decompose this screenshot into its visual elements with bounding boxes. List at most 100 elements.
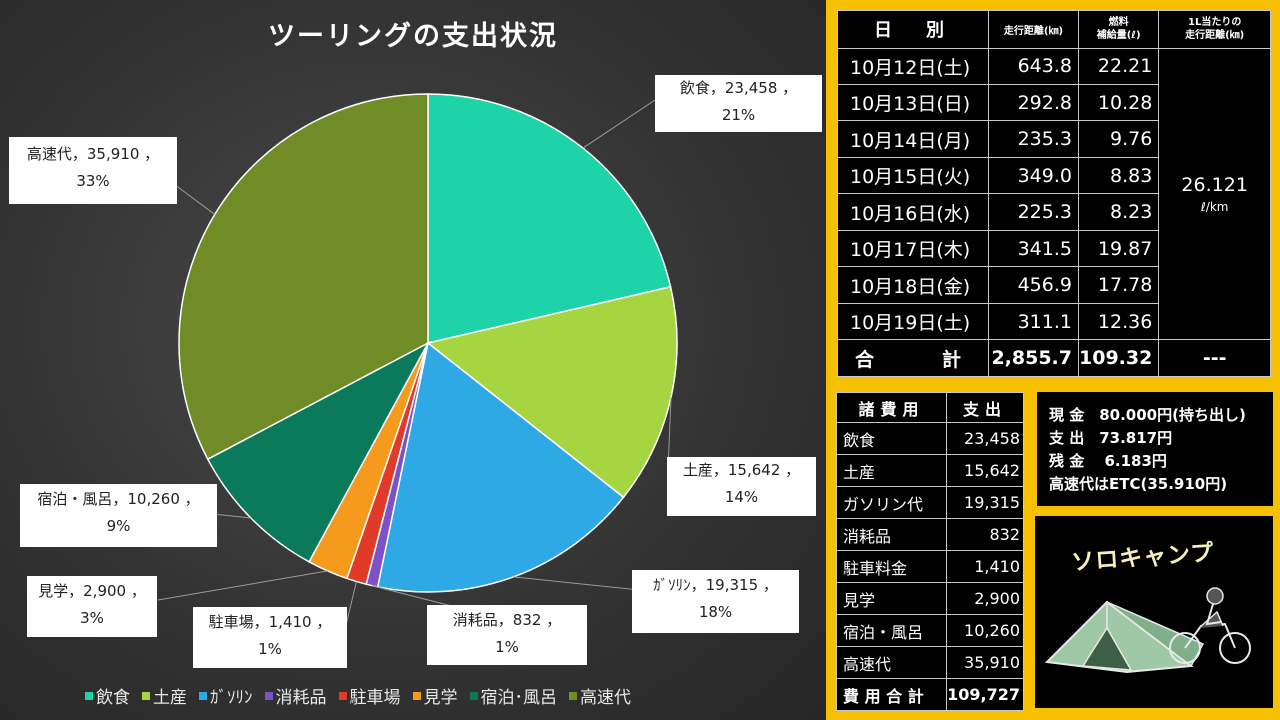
leader-line <box>513 576 641 591</box>
table-header-row: 日 別 走行距離(㎞) 燃料 補給量(ℓ) 1L当たりの 走行距離(㎞) <box>837 10 1271 49</box>
expense-value: 15,642 <box>946 454 1024 487</box>
data-label-highway: 高速代，35,910 ， 33% <box>9 137 177 204</box>
table-row: 10月16日(水) 225.3 8.23 <box>837 193 1271 231</box>
table-row: 10月17日(木) 341.5 19.87 <box>837 229 1271 268</box>
table-row: 宿泊・風呂 10,260 <box>835 614 1024 647</box>
data-label-lodging: 宿泊・風呂，10,260 ， 9% <box>20 484 217 547</box>
total-label: 合 計 <box>837 339 989 377</box>
row-date: 10月18日(金) <box>837 266 989 304</box>
table-total-row: 合 計 2,855.7 109.32 --- <box>837 339 1271 377</box>
table-row: 10月13日(日) 292.8 10.28 <box>837 83 1271 122</box>
expense-name: 消耗品 <box>835 518 948 551</box>
legend-swatch <box>142 691 150 700</box>
row-fuel: 12.36 <box>1077 302 1160 341</box>
legend-swatch <box>569 691 577 700</box>
header-item: 諸費用 <box>835 392 948 423</box>
row-distance: 456.9 <box>988 266 1079 304</box>
row-fuel: 22.21 <box>1077 47 1160 85</box>
leader-line <box>345 581 357 626</box>
total-fuel: 109.32 <box>1077 339 1160 377</box>
expense-value: 19,315 <box>946 486 1024 519</box>
legend-item: 高速代 <box>569 683 631 708</box>
row-date: 10月16日(水) <box>837 193 989 231</box>
expense-name: 飲食 <box>835 422 948 455</box>
header-fuel: 燃料 補給量(ℓ) <box>1077 10 1160 49</box>
chart-legend: 飲食 土産 ｶﾞｿﾘﾝ 消耗品 駐車場 見学 宿泊･風呂 高速代 <box>85 683 631 708</box>
chart-title: ツーリングの支出状況 <box>268 21 558 52</box>
pie-slice <box>206 341 430 563</box>
legend-item: 見学 <box>412 683 458 708</box>
header-distance: 走行距離(㎞) <box>988 10 1079 49</box>
row-fuel: 8.23 <box>1077 193 1160 231</box>
expense-name: 土産 <box>835 454 948 487</box>
data-label-food: 飲食，23,458 ， 21% <box>655 75 822 132</box>
expense-value: 35,910 <box>946 646 1024 679</box>
header-efficiency: 1L当たりの 走行距離(㎞) <box>1158 10 1271 49</box>
cash-line: 支 出 73.817円 <box>1049 429 1173 447</box>
expense-total-row: 費 用 合 計 109,727 <box>835 678 1024 711</box>
legend-swatch <box>264 691 273 700</box>
leader-line <box>582 99 656 149</box>
expense-name: 宿泊・風呂 <box>835 614 948 647</box>
legend-item: 土産 <box>142 683 187 708</box>
table-header-row: 諸費用 支出 <box>835 392 1024 423</box>
expense-name: 高速代 <box>835 646 948 679</box>
cash-line: 高速代はETC(35.910円) <box>1049 475 1228 493</box>
row-fuel: 19.87 <box>1077 229 1160 268</box>
row-fuel: 8.83 <box>1077 156 1160 195</box>
legend-swatch <box>469 691 478 700</box>
legend-item: 宿泊･風呂 <box>469 683 557 708</box>
cash-summary: 現 金 80.000円(持ち出し) 支 出 73.817円 残 金 6.183円… <box>1037 392 1273 506</box>
expense-value: 832 <box>946 518 1024 551</box>
row-date: 10月14日(月) <box>837 120 989 158</box>
leader-line <box>157 570 328 601</box>
total-efficiency: --- <box>1158 339 1271 377</box>
data-label-consumables: 消耗品，832 ， 1% <box>427 605 587 665</box>
legend-item: ｶﾞｿﾘﾝ <box>199 683 253 708</box>
expense-name: ガソリン代 <box>835 486 948 519</box>
expense-name: 駐車料金 <box>835 550 948 583</box>
legend-swatch <box>85 691 93 700</box>
expense-value: 2,900 <box>946 582 1024 615</box>
row-distance: 292.8 <box>988 83 1079 122</box>
chart-panel: ツーリングの支出状況 飲食，23,458 ， 21% 高速代，35,910 ， … <box>0 0 826 720</box>
pie-slice <box>376 341 625 593</box>
table-row: 10月12日(土) 643.8 22.21 26.121 ℓ/km <box>837 47 1271 341</box>
row-fuel: 10.28 <box>1077 83 1160 122</box>
expense-value: 23,458 <box>946 422 1024 455</box>
solo-camp-panel: ソロキャンプ <box>1035 516 1273 708</box>
legend-item: 駐車場 <box>338 683 401 708</box>
row-fuel: 9.76 <box>1077 120 1160 158</box>
expense-total-value: 109,727 <box>946 678 1024 711</box>
row-distance: 341.5 <box>988 229 1079 268</box>
table-row: ガソリン代 19,315 <box>835 486 1024 519</box>
table-row: 見学 2,900 <box>835 582 1024 615</box>
row-distance: 311.1 <box>988 302 1079 341</box>
legend-swatch <box>199 691 207 700</box>
table-row: 飲食 23,458 <box>835 422 1024 455</box>
data-label-gasoline: ｶﾞｿﾘﾝ，19,315 ， 18% <box>632 570 799 633</box>
table-row: 高速代 35,910 <box>835 646 1024 679</box>
legend-item: 消耗品 <box>264 683 327 708</box>
expense-table: 諸費用 支出 飲食 23,458 土産 15,642 ガソリン代 19,315 消耗品… <box>835 392 1024 711</box>
data-label-parking: 駐車場，1,410 ， 1% <box>193 607 347 668</box>
legend-item: 飲食 <box>85 683 130 708</box>
average-efficiency: 26.121 ℓ/km <box>1158 47 1271 341</box>
expense-total-label: 費 用 合 計 <box>835 678 948 711</box>
table-row: 駐車料金 1,410 <box>835 550 1024 583</box>
data-label-sightseeing: 見学，2,900 ， 3% <box>27 576 157 637</box>
table-row: 消耗品 832 <box>835 518 1024 551</box>
row-date: 10月12日(土) <box>837 47 989 85</box>
row-date: 10月19日(土) <box>837 302 989 341</box>
total-distance: 2,855.7 <box>988 339 1079 377</box>
daily-table: 日 別 走行距離(㎞) 燃料 補給量(ℓ) 1L当たりの 走行距離(㎞) 10月12… <box>837 10 1271 377</box>
table-row: 土産 15,642 <box>835 454 1024 487</box>
expense-value: 1,410 <box>946 550 1024 583</box>
legend-swatch <box>412 691 421 700</box>
row-fuel: 17.78 <box>1077 266 1160 304</box>
row-date: 10月13日(日) <box>837 83 989 122</box>
pie-slice <box>178 93 429 461</box>
legend-swatch <box>338 691 347 700</box>
row-distance: 235.3 <box>988 120 1079 158</box>
data-label-souvenir: 土産，15,642 ， 14% <box>667 457 816 516</box>
